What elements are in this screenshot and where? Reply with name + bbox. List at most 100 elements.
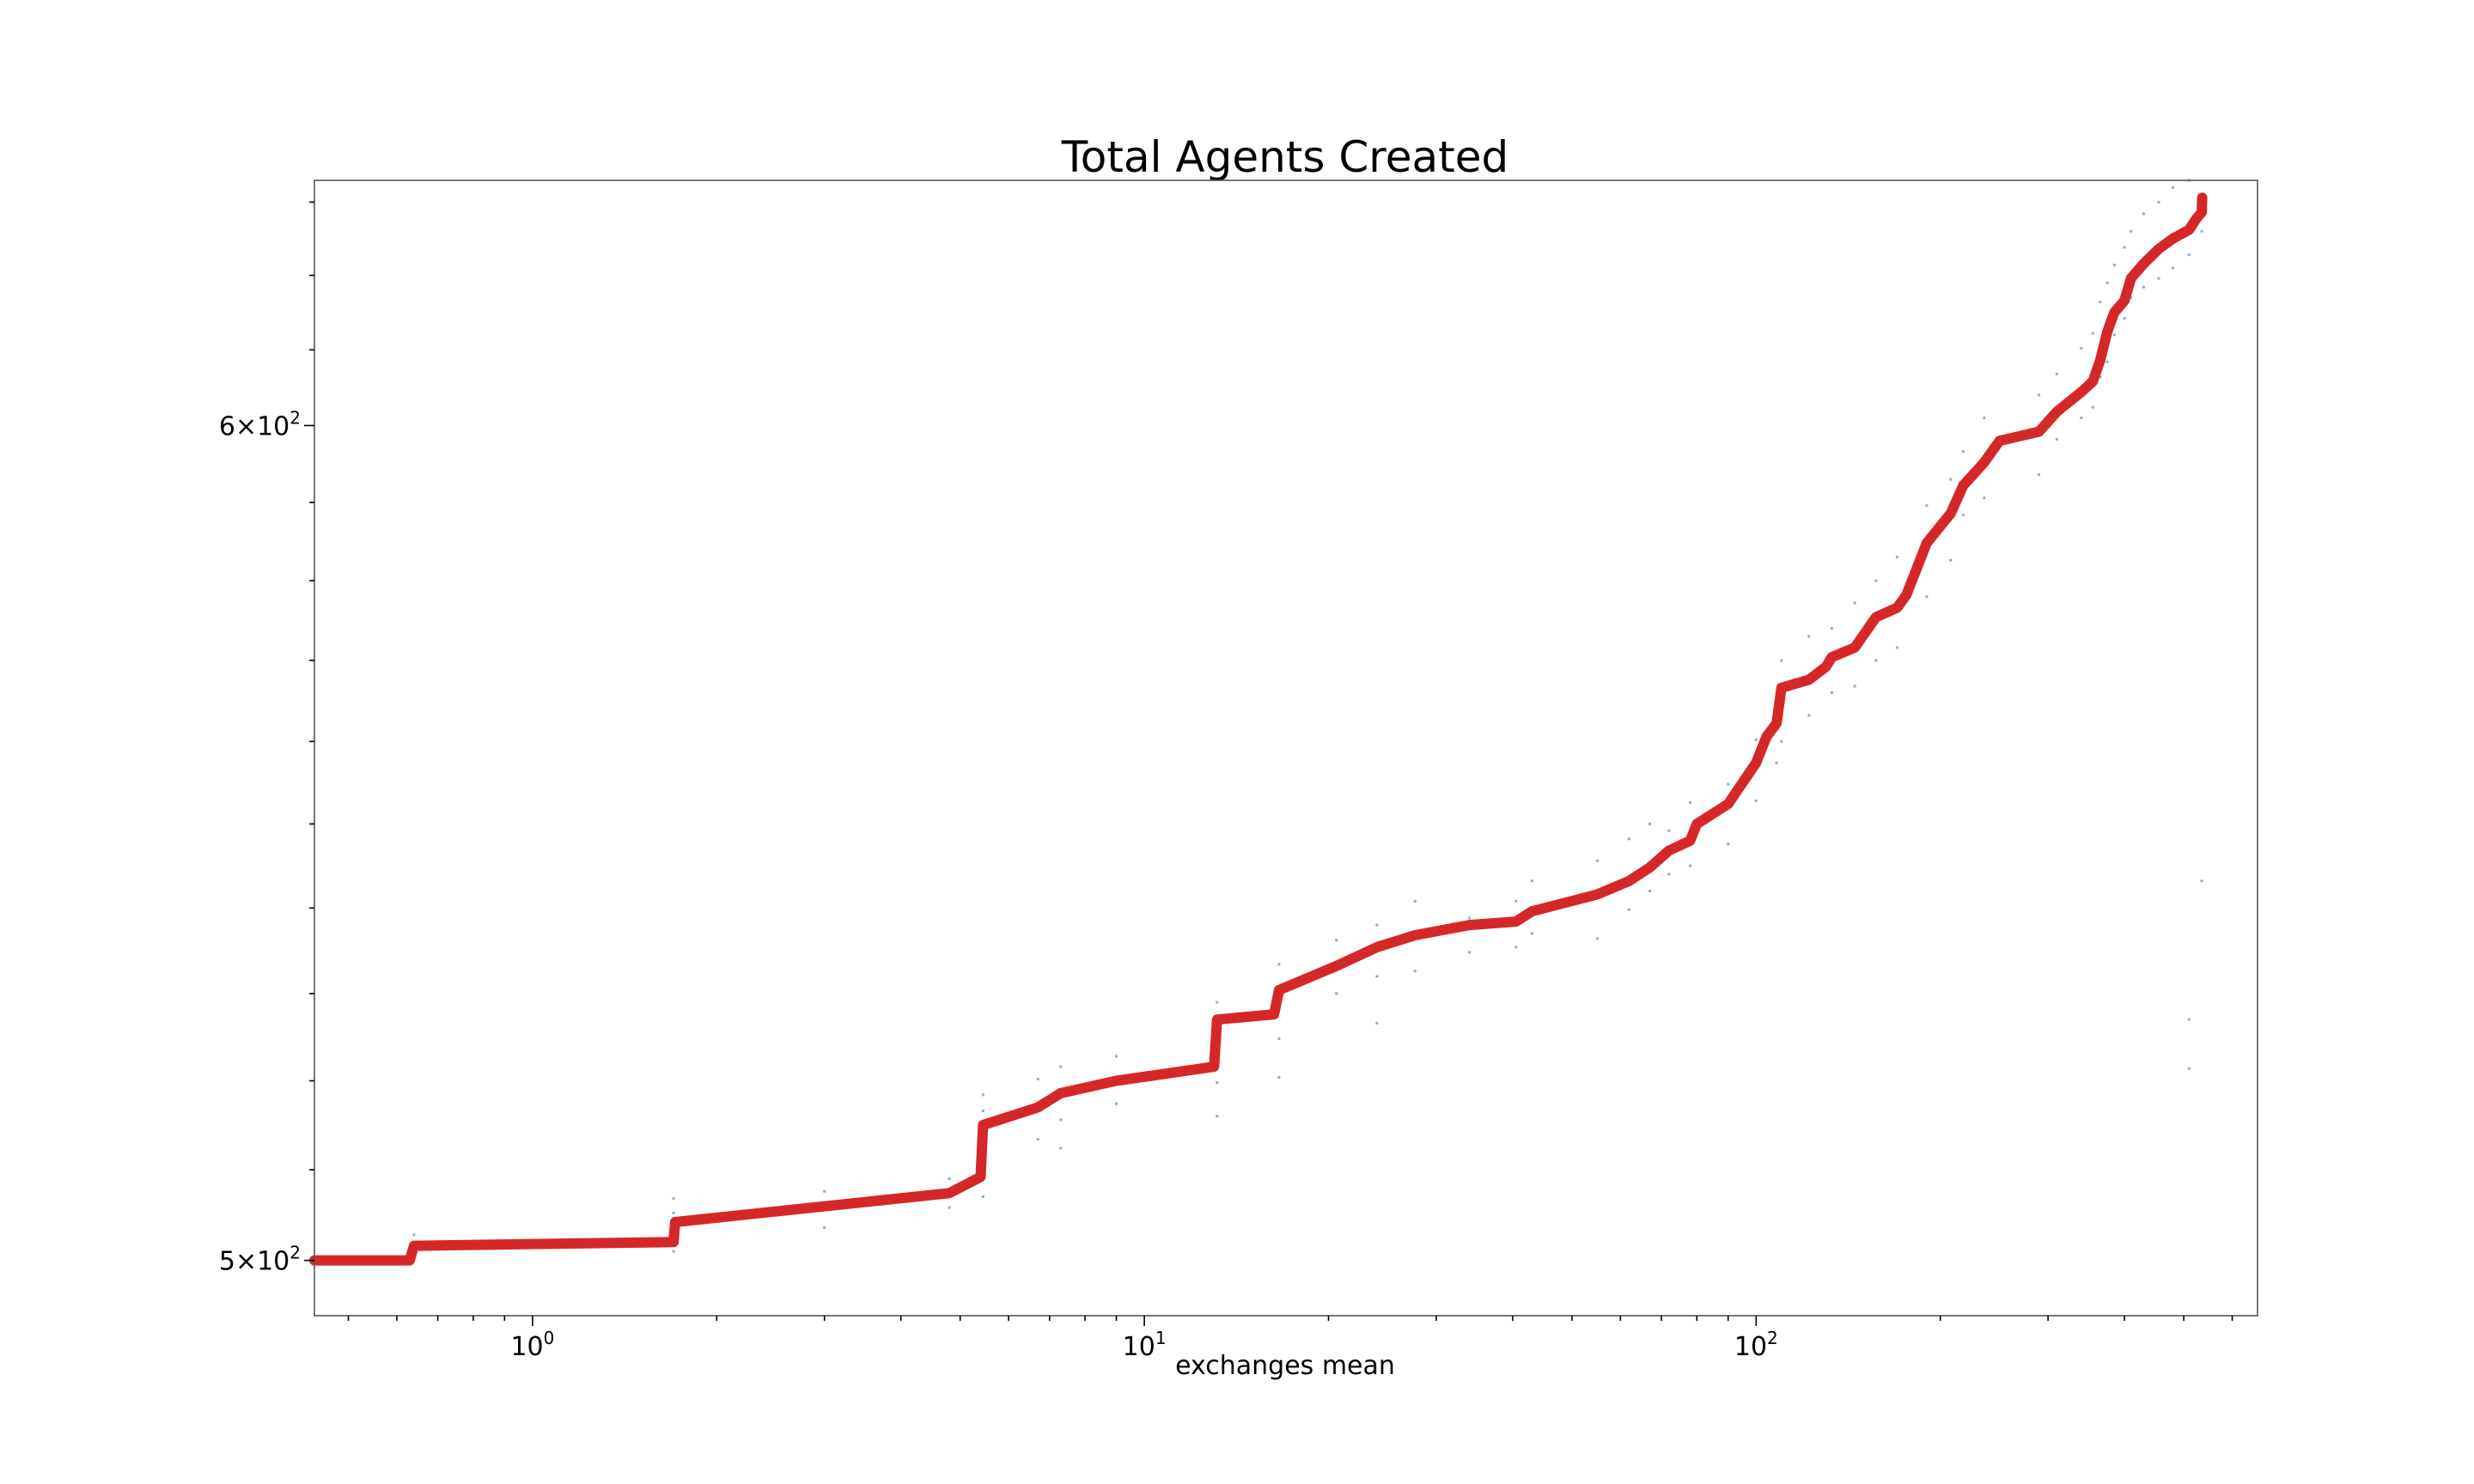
scatter-point — [2123, 317, 2126, 320]
x-tick-label: 102 — [1734, 1328, 1778, 1362]
scatter-point — [1949, 558, 1953, 562]
scatter-point — [2157, 277, 2160, 280]
scatter-point — [412, 1233, 416, 1237]
scatter-point — [1375, 975, 1379, 978]
scatter-point — [1961, 450, 1965, 453]
scatter-point — [1335, 939, 1338, 942]
scatter-point — [1983, 417, 1986, 420]
scatter-point — [2187, 1067, 2191, 1070]
scatter-point — [1874, 579, 1878, 582]
scatter-point — [1807, 635, 1811, 638]
x-tick-label: 100 — [510, 1328, 554, 1362]
scatter-point — [1754, 799, 1758, 802]
scatter-point — [1413, 970, 1417, 973]
scatter-point — [1595, 859, 1599, 862]
scatter-point — [1628, 837, 1630, 841]
chart-title: Total Agents Created — [1061, 132, 1508, 182]
scatter-point — [2055, 372, 2058, 375]
plot-frame — [314, 179, 2258, 1317]
scatter-point — [1831, 691, 1833, 694]
scatter-point — [672, 1212, 675, 1214]
scatter-point — [1689, 864, 1691, 867]
scatter-point — [2080, 347, 2083, 350]
scatter-point — [948, 1206, 951, 1209]
scatter-point — [1727, 782, 1730, 786]
scatter-point — [1780, 659, 1783, 662]
scatter-point — [1895, 556, 1898, 559]
scatter-point — [2091, 405, 2094, 409]
scatter-point — [1216, 1081, 1219, 1085]
scatter-point — [2130, 229, 2133, 233]
x-axis-label: exchanges mean — [1175, 1351, 1395, 1381]
scatter-point — [1925, 595, 1929, 599]
scatter-point — [1277, 1037, 1281, 1040]
scatter-point — [2200, 879, 2203, 883]
scatter-point — [1530, 932, 1533, 935]
scatter-point — [2112, 264, 2116, 267]
scatter-point — [2123, 246, 2126, 249]
scatter-point — [1468, 916, 1472, 920]
scatter-point — [2055, 438, 2058, 441]
scatter-point — [1689, 800, 1691, 804]
scatter-point — [1648, 890, 1651, 893]
series-line — [309, 192, 2208, 1266]
scatter-point — [1115, 1055, 1118, 1058]
scatter-point — [1628, 908, 1630, 911]
scatter-point — [2099, 375, 2102, 379]
scatter-point — [948, 1177, 951, 1180]
scatter-point — [981, 1093, 984, 1097]
scatter-point — [2105, 360, 2109, 363]
line-layer — [309, 192, 2208, 1266]
scatter-point — [2200, 229, 2203, 233]
scatter-point — [1667, 829, 1671, 832]
scatter-point — [1831, 627, 1833, 630]
scatter-point — [1036, 1138, 1039, 1141]
scatter-point — [1925, 504, 1929, 508]
scatter-point — [2105, 281, 2109, 284]
scatter-point — [1853, 684, 1856, 688]
scatter-point — [1059, 1118, 1063, 1122]
scatter-point — [823, 1189, 826, 1193]
scatter-point — [1036, 1078, 1039, 1080]
scatter-point — [672, 1197, 675, 1201]
scatter-point — [1115, 1102, 1118, 1105]
scatter-point — [672, 1250, 675, 1253]
scatter-point — [2172, 266, 2174, 270]
scatter-layer — [412, 179, 2203, 1258]
scatter-point — [2187, 253, 2191, 257]
scatter-point — [1775, 761, 1778, 764]
scatter-point — [2038, 393, 2041, 397]
x-tick-label: 101 — [1123, 1328, 1167, 1362]
scatter-point — [1754, 739, 1758, 741]
scatter-point — [1514, 899, 1518, 903]
scatter-point — [1780, 739, 1783, 743]
scatter-point — [2038, 473, 2041, 477]
scatter-point — [1895, 646, 1898, 649]
scatter-point — [1277, 963, 1281, 966]
scatter-point — [1648, 822, 1651, 825]
scatter-point — [1514, 946, 1518, 949]
scatter-point — [1961, 514, 1965, 517]
scatter-point — [1530, 879, 1533, 883]
axis-ticks: 100 101 102 5×102 6×102 — [219, 201, 2233, 1362]
scatter-point — [1983, 496, 1986, 500]
scatter-point — [1874, 659, 1878, 662]
scatter-point — [2091, 331, 2094, 335]
scatter-point — [981, 1110, 984, 1112]
scatter-point — [981, 1195, 984, 1198]
scatter-point — [1667, 873, 1671, 876]
scatter-point — [1595, 937, 1599, 940]
scatter-point — [1335, 992, 1338, 995]
scatter-point — [1059, 1065, 1063, 1068]
y-tick-label: 5×102 — [219, 1243, 301, 1277]
scatter-point — [1277, 1075, 1281, 1079]
scatter-point — [1468, 951, 1472, 954]
scatter-point — [1949, 477, 1953, 481]
scatter-point — [2172, 186, 2174, 189]
scatter-point — [1375, 1021, 1379, 1025]
scatter-point — [2112, 333, 2116, 337]
scatter-point — [1059, 1146, 1063, 1150]
scatter-point — [2099, 301, 2102, 304]
scatter-point — [2080, 417, 2083, 420]
